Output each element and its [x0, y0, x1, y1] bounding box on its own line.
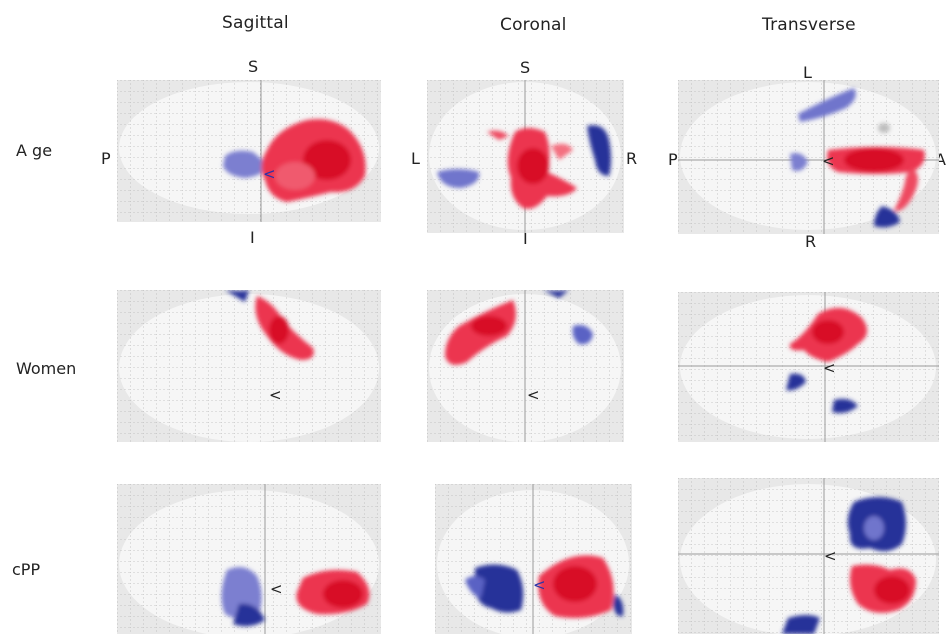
- transverse-right-label: R: [805, 232, 817, 251]
- marker-cpp-transverse: <: [824, 547, 837, 565]
- glass-brain-age-coronal: [427, 80, 624, 233]
- marker-women-coronal: <: [527, 386, 540, 404]
- row-heading-women: Women: [16, 359, 77, 378]
- sagittal-inferior-label: I: [250, 228, 255, 247]
- glass-brain-women-transverse: <: [678, 292, 939, 442]
- column-heading-sagittal: Sagittal: [222, 13, 289, 33]
- coronal-inferior-label: I: [523, 229, 528, 248]
- sagittal-posterior-label: P: [101, 149, 111, 168]
- glass-brain-cpp-sagittal: <: [117, 484, 381, 634]
- coronal-left-label: L: [411, 149, 420, 168]
- transverse-anterior-label: A: [935, 150, 946, 169]
- transverse-left-label: L: [803, 63, 812, 82]
- glass-brain-women-coronal: <: [427, 290, 624, 442]
- row-heading-cpp: cPP: [12, 560, 41, 579]
- column-heading-transverse: Transverse: [762, 15, 856, 35]
- marker-cpp-sagittal: <: [270, 580, 283, 598]
- glass-brain-age-transverse: <: [678, 80, 939, 234]
- coronal-superior-label: S: [520, 58, 531, 77]
- coronal-right-label: R: [626, 149, 638, 168]
- column-heading-coronal: Coronal: [500, 15, 567, 35]
- marker-women-sagittal: <: [269, 386, 282, 404]
- marker-women-transverse: <: [823, 359, 836, 377]
- transverse-posterior-label: P: [668, 150, 678, 169]
- row-heading-age: A ge: [16, 141, 53, 160]
- marker-cpp-coronal: <: [533, 576, 546, 594]
- glass-brain-age-sagittal: <: [117, 80, 381, 222]
- sagittal-superior-label: S: [248, 57, 259, 76]
- marker-age-transverse: <: [822, 152, 835, 170]
- marker-age-sagittal: <: [263, 165, 276, 183]
- glass-brain-women-sagittal: <: [117, 290, 381, 442]
- glass-brain-cpp-coronal: <: [435, 484, 632, 634]
- glass-brain-cpp-transverse: <: [678, 478, 939, 634]
